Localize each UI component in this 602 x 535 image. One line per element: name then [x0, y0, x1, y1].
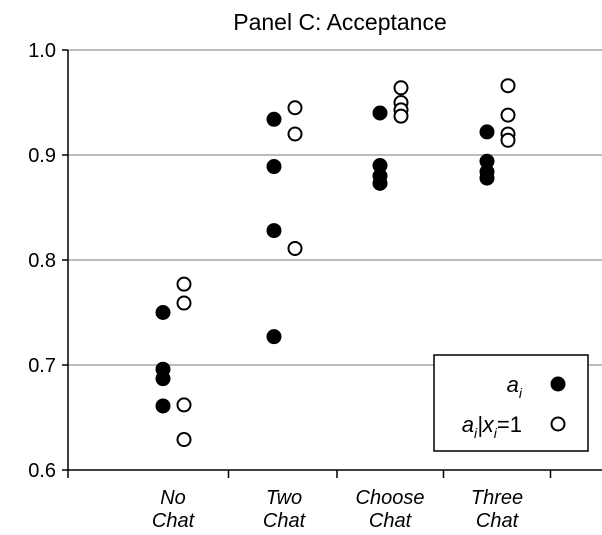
legend-label-part: i [519, 385, 523, 401]
data-point-filled [266, 159, 282, 175]
data-point-filled [479, 170, 495, 186]
y-tick-label: 0.6 [28, 460, 56, 482]
data-point-open [176, 276, 192, 292]
legend-box [433, 354, 589, 452]
chart-title: Panel C: Acceptance [233, 9, 447, 35]
legend-label-part: i [474, 425, 478, 441]
legend-marker-filled [550, 376, 566, 392]
data-point-filled [266, 329, 282, 345]
legend-label-part: a [507, 372, 519, 397]
data-point-open [176, 397, 192, 413]
x-category-label: Two [266, 487, 302, 509]
legend-label: ai [507, 372, 523, 401]
axes [62, 49, 602, 478]
data-points [155, 78, 516, 448]
data-point-open [176, 432, 192, 448]
data-point-open [393, 108, 409, 124]
data-point-open [500, 132, 516, 148]
data-point-open [287, 100, 303, 116]
data-point-open [500, 107, 516, 123]
data-point-filled [372, 105, 388, 121]
x-category-label: Chat [152, 510, 196, 532]
x-category-label: Choose [356, 487, 425, 509]
x-category-label: Chat [476, 510, 520, 532]
data-point-open [287, 126, 303, 142]
data-point-open [176, 295, 192, 311]
x-category-label: Chat [263, 510, 307, 532]
legend-marker-open [550, 416, 566, 432]
data-point-filled [155, 371, 171, 387]
data-point-filled [266, 111, 282, 127]
data-point-filled [266, 223, 282, 239]
data-point-open [287, 240, 303, 256]
y-tick-label: 0.8 [28, 250, 56, 272]
x-category-label: Three [471, 487, 523, 509]
data-point-filled [479, 124, 495, 140]
data-point-filled [155, 398, 171, 414]
x-category-label: Chat [369, 510, 413, 532]
legend-label-part: |x [477, 412, 495, 437]
legend-label-part: a [462, 412, 474, 437]
y-tick-label: 1.0 [28, 40, 56, 62]
gridlines [68, 49, 602, 366]
legend-label-part: =1 [497, 412, 522, 437]
y-tick-label: 0.9 [28, 145, 56, 167]
legend-label-part: i [494, 425, 498, 441]
y-tick-label: 0.7 [28, 355, 56, 377]
y-tick-labels: 0.6 0.7 0.8 0.9 1.0 [28, 40, 56, 482]
data-point-filled [155, 305, 171, 320]
data-point-filled [372, 175, 388, 191]
data-point-open [393, 80, 409, 96]
data-point-open [500, 78, 516, 94]
x-category-label: No [160, 487, 186, 509]
legend-label: ai|xi=1 [462, 412, 522, 441]
